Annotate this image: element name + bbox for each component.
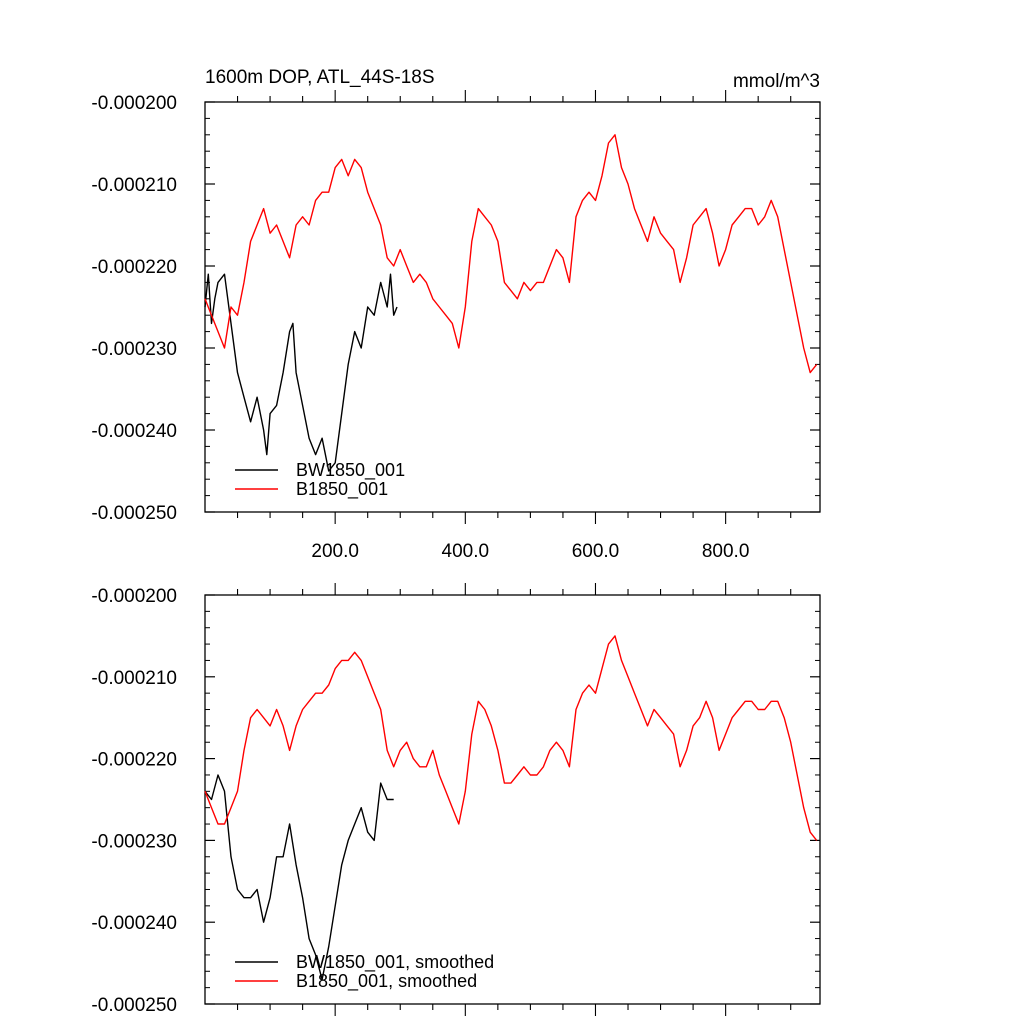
legend-label: B1850_001 xyxy=(296,479,388,500)
legend-label: BW1850_001, smoothed xyxy=(296,952,494,973)
plot-frame xyxy=(204,594,821,1005)
y-tick-label: -0.000230 xyxy=(91,339,177,360)
legend-label: B1850_001, smoothed xyxy=(296,971,477,992)
x-tick-label: 400.0 xyxy=(442,541,490,562)
y-tick-label: -0.000240 xyxy=(91,913,177,934)
y-tick-label: -0.000200 xyxy=(91,93,177,114)
y-tick-label: -0.000250 xyxy=(91,503,177,524)
plot-frame xyxy=(204,101,821,513)
series-line-b1850 xyxy=(204,134,818,374)
y-tick-label: -0.000210 xyxy=(91,668,177,689)
y-tick-label: -0.000240 xyxy=(91,421,177,442)
top-panel: -0.000200 -0.000210 -0.000220 -0.000230 -0.0… xyxy=(91,90,821,562)
y-tick-label: -0.000210 xyxy=(91,175,177,196)
legend-label: BW1850_001 xyxy=(296,460,405,481)
bottom-panel: -0.000200 -0.000210 -0.000220 -0.000230 -0.0… xyxy=(91,583,821,1016)
y-tick-label: -0.000200 xyxy=(91,586,177,607)
series-line-b1850 xyxy=(204,635,818,841)
y-tick-label: -0.000250 xyxy=(91,995,177,1016)
x-tick-label: 200.0 xyxy=(311,541,359,562)
top-panel-title: 1600m DOP, ATL_44S-18S xyxy=(205,67,435,88)
top-panel-units: mmol/m^3 xyxy=(733,71,820,92)
x-tick-label: 800.0 xyxy=(702,541,750,562)
series-line-bw1850 xyxy=(204,774,394,981)
y-tick-label: -0.000220 xyxy=(91,257,177,278)
series-line-bw1850 xyxy=(204,273,398,472)
y-tick-label: -0.000220 xyxy=(91,750,177,771)
y-tick-label: -0.000230 xyxy=(91,831,177,852)
x-tick-label: 600.0 xyxy=(572,541,620,562)
